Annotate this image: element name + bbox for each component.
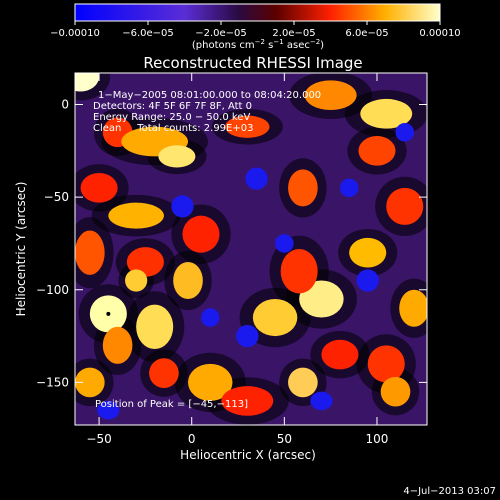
intensity-region [80,173,118,203]
intensity-region [108,202,164,229]
colorbar-ticks: −0.00010 −6.0e−05 −2.0e−05 2.0e−05 6.0e−05 0.… [50,21,461,39]
annotation-clean-counts: Clean Total counts: 2.99E+03 [93,123,253,134]
intensity-region [102,326,133,364]
image-intensity [75,73,427,425]
intensity-region [360,98,413,129]
negative-region [245,167,268,190]
y-axis-label: Heliocentric Y (arcsec) [14,182,28,317]
intensity-region [304,80,357,111]
intensity-region [149,358,179,388]
annotation-detectors: Detectors: 4F 5F 6F 7F 8F, Att 0 [93,101,252,112]
x-axis-label: Heliocentric X (arcsec) [180,448,316,462]
annotations: 1−May−2005 08:01:00.000 to 08:04:20.000 … [93,90,321,410]
intensity-region [288,367,318,398]
intensity-region [136,304,174,350]
intensity-region [75,73,100,92]
colorbar [74,3,441,22]
x-tick-label: −50 [86,432,111,446]
intensity-region [280,248,318,294]
intensity-region [252,299,298,337]
negative-region [339,178,359,198]
intensity-region [399,289,427,327]
x-tick-label: 100 [366,432,389,446]
x-tick-labels: −50 0 50 100 [86,432,388,446]
intensity-region [75,230,105,275]
intensity-region [125,269,148,292]
x-tick-label: 0 [188,432,196,446]
negative-region [275,234,294,253]
negative-region [97,400,120,420]
intensity-region [221,386,274,416]
intensity-region [288,169,318,207]
footer-date: 4−Jul−2013 03:07 [403,486,496,497]
negative-region [200,308,220,327]
intensity-region [358,135,396,166]
intensity-region [367,345,405,383]
annotation-energy: Energy Range: 25.0 − 50.0 keV [93,112,250,123]
negative-region [395,123,415,142]
intensity-region [225,115,270,138]
y-tick-label: −150 [36,375,69,389]
colorbar-tick-label: 0.00010 [419,28,460,39]
colorbar-unit-label: (photons cm−2 s−1 asec−2) [192,38,324,51]
y-tick-label: 0 [61,97,69,111]
intensity-region [380,376,411,407]
peak-marker [106,311,111,316]
negative-region [236,324,259,348]
colorbar-tick-label: −6.0e−05 [122,28,174,39]
axis-ticks [75,73,427,425]
colorbar-tick-label: 2.0e−05 [272,28,315,39]
intensity-region [182,215,220,253]
colorbar-tick-label: 6.0e−05 [345,28,388,39]
plot-frame [74,72,428,426]
negative-region [310,391,333,411]
intensity-region [386,187,424,225]
negative-region [356,269,379,292]
intensity-region [173,261,203,300]
peak-position-label: Position of Peak = [−45,−113] [95,399,248,410]
intensity-region [299,280,344,318]
negative-region [171,195,194,218]
intensity-region [75,367,105,398]
intensity-region [188,363,233,401]
x-tick-label: 50 [277,432,292,446]
colorbar-tick-label: −0.00010 [50,28,100,39]
intensity-region [158,145,196,168]
y-tick-label: −100 [36,283,69,297]
intensity-region [349,237,387,268]
y-tick-labels: 0 −50 −100 −150 [36,97,69,389]
y-tick-label: −50 [44,190,69,204]
annotation-time: 1−May−2005 08:01:00.000 to 08:04:20.000 [98,90,321,101]
colorbar-tick-label: −2.0e−05 [195,28,247,39]
intensity-region [321,339,359,370]
chart-title: Reconstructed RHESSI Image [143,54,362,72]
